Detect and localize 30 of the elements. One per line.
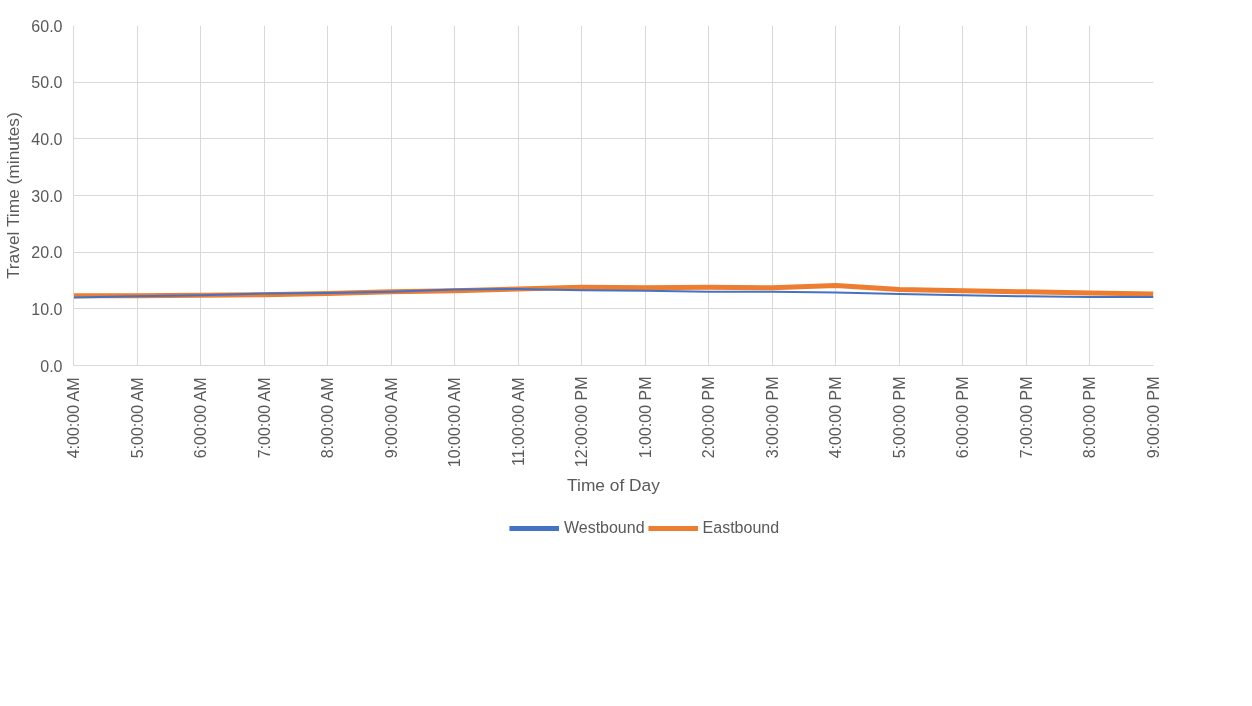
x-tick-label: 5:00:00 PM <box>890 376 908 459</box>
y-tick-label: 20.0 <box>31 244 63 262</box>
x-tick-label: 9:00:00 PM <box>1145 376 1162 459</box>
x-tick-label: 1:00:00 PM <box>636 376 654 459</box>
y-tick-label: 10.0 <box>31 300 63 318</box>
line-series <box>73 288 1154 299</box>
x-tick-label: 8:00:00 AM <box>319 377 337 459</box>
x-tick-label: 7:00:00 PM <box>1017 376 1035 459</box>
x-tick-label: 6:00:00 AM <box>192 377 210 459</box>
x-tick-label: 9:00:00 AM <box>382 377 400 459</box>
x-tick-label: 7:00:00 AM <box>255 377 273 459</box>
legend-label: Eastbound <box>702 519 780 537</box>
y-tick-label: 50.0 <box>31 74 63 92</box>
y-tick-label: 0.0 <box>40 357 63 375</box>
y-tick-label: 60.0 <box>31 17 63 35</box>
x-tick-label: 3:00:00 PM <box>763 376 781 459</box>
y-tick-label: 40.0 <box>31 130 63 148</box>
x-tick-label: 6:00:00 PM <box>954 376 972 459</box>
x-tick-label: 10:00:00 AM <box>446 377 464 468</box>
legend-label: Westbound <box>563 519 645 537</box>
x-axis-title: Time of Day <box>567 475 661 496</box>
x-tick-label: 12:00:00 PM <box>573 376 591 468</box>
y-axis-title: Travel Time (minutes) <box>3 112 24 280</box>
y-tick-label: 30.0 <box>31 187 63 205</box>
x-tick-label: 4:00:00 AM <box>65 377 82 459</box>
x-tick-label: 8:00:00 PM <box>1081 376 1099 459</box>
x-tick-label: 11:00:00 AM <box>509 377 527 467</box>
x-tick-label: 5:00:00 AM <box>128 377 146 459</box>
x-tick-label: 4:00:00 PM <box>827 376 845 459</box>
x-tick-label: 2:00:00 PM <box>700 376 718 459</box>
